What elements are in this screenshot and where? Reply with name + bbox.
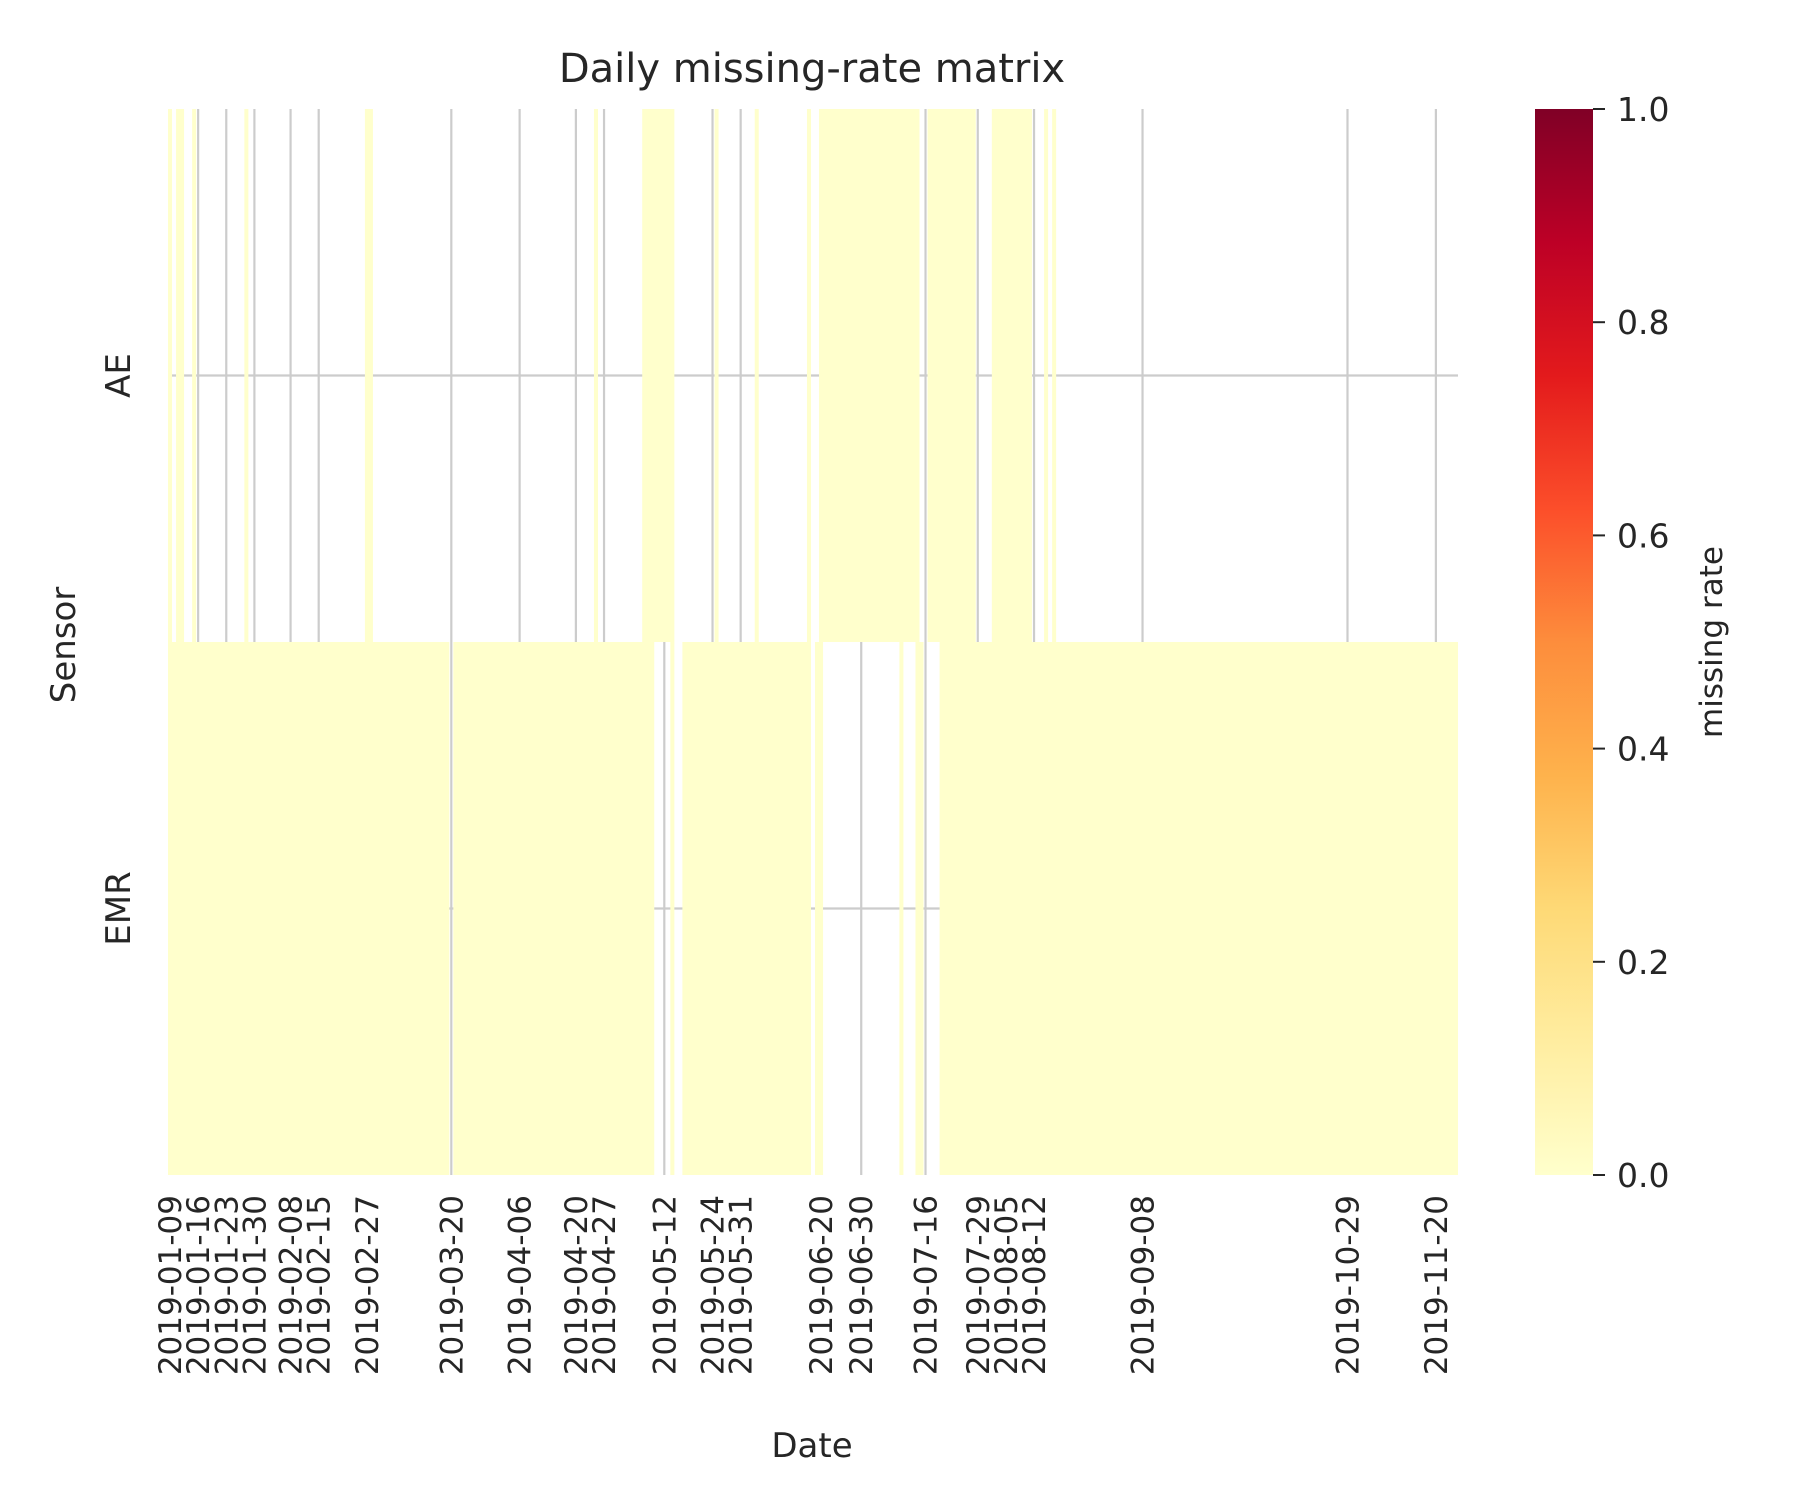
x-tick-label: 2019-05-12 [647,1195,683,1375]
x-tick-label: 2019-02-15 [302,1195,338,1375]
heatmap-cell-ae-2019-04-25 [593,109,598,642]
x-axis-label: Date [771,1426,852,1466]
heatmap-cell-ae-2019-01-11 [176,109,185,642]
x-tick-label: 2019-05-31 [724,1195,760,1375]
x-tick-label: 2019-06-30 [844,1195,880,1375]
heatmap-cell-ae-2019-01-09 [168,109,173,642]
x-tick-label: 2019-01-30 [237,1195,273,1375]
heatmap-cell-emr-2019-06-19 [815,642,824,1175]
x-tick-label: 2019-03-20 [434,1195,470,1375]
y-axis-label: Sensor [44,587,84,704]
x-tick-label: 2019-09-08 [1126,1195,1162,1375]
colorbar: 0.0 0.2 0.4 0.6 0.8 1.0 missing rate [1535,90,1730,1195]
heatmap-cell-ae-2019-05-25 [714,109,719,642]
x-tick-label: 2019-11-20 [1419,1195,1455,1375]
x-tick-label: 2019-01-16 [181,1195,217,1375]
heatmap-cell-ae-2019-07-17 [927,109,976,642]
heatmap-cell-ae-2019-08-15 [1044,109,1049,642]
heatmap-cell-emr-2019-07-10 [899,642,904,1175]
heatmap-cell-ae-2019-02-27 [364,109,373,642]
colorbar-tick-label: 0.0 [1617,1156,1669,1195]
heatmap-cell-emr-2019-01-09 [168,642,450,1175]
y-tick-labels: AE EMR [99,353,139,946]
x-tick-label: 2019-04-06 [503,1195,539,1375]
colorbar-label: missing rate [1694,546,1730,738]
heatmap-cell-emr-2019-03-21 [453,642,655,1175]
heatmap-cell-ae-2019-06-04 [754,109,759,642]
colorbar-tick-label: 0.6 [1617,516,1669,555]
heatmap-cell-ae-2019-06-17 [806,109,811,642]
x-tick-label: 2019-05-24 [696,1195,732,1375]
heatmap-cell-emr-2019-05-14 [670,642,675,1175]
heatmap-cell-ae-2019-01-28 [244,109,249,642]
y-tick-label-ae: AE [99,353,139,398]
x-tick-labels: 2019-01-092019-01-162019-01-232019-01-30… [153,1195,1455,1375]
colorbar-tick-label: 0.2 [1617,943,1669,982]
colorbar-gradient-bar [1535,109,1593,1175]
heatmap-cells [168,109,1458,1175]
x-tick-label: 2019-04-20 [559,1195,595,1375]
chart-title: Daily missing-rate matrix [559,46,1065,92]
x-tick-label: 2019-10-29 [1330,1195,1366,1375]
y-tick-label-emr: EMR [99,871,139,945]
heatmap-cell-ae-2019-08-17 [1052,109,1057,642]
colorbar-ticks: 0.0 0.2 0.4 0.6 0.8 1.0 [1593,90,1669,1195]
x-tick-label: 2019-02-08 [274,1195,310,1375]
x-tick-label: 2019-07-16 [909,1195,945,1375]
x-tick-label: 2019-01-09 [153,1195,189,1375]
heatmap-cell-emr-2019-05-17 [682,642,811,1175]
x-tick-label: 2019-04-27 [587,1195,623,1375]
heatmap-cell-emr-2019-07-20 [939,642,1458,1175]
heatmap-cell-emr-2019-07-14 [915,642,924,1175]
x-tick-label: 2019-08-12 [1017,1195,1053,1375]
x-tick-label: 2019-01-23 [209,1195,245,1375]
x-tick-label: 2019-02-27 [350,1195,386,1375]
colorbar-tick-label: 1.0 [1617,90,1669,129]
colorbar-tick-label: 0.8 [1617,303,1669,342]
colorbar-tick-label: 0.4 [1617,730,1669,769]
x-tick-label: 2019-07-29 [961,1195,997,1375]
heatmap-cell-ae-2019-06-20 [819,109,920,642]
heatmap-cell-ae-2019-01-15 [192,109,197,642]
x-tick-label: 2019-06-20 [804,1195,840,1375]
x-tick-label: 2019-08-05 [989,1195,1025,1375]
heatmap-cell-ae-2019-08-02 [991,109,1033,642]
heatmap-cell-ae-2019-05-07 [642,109,675,642]
